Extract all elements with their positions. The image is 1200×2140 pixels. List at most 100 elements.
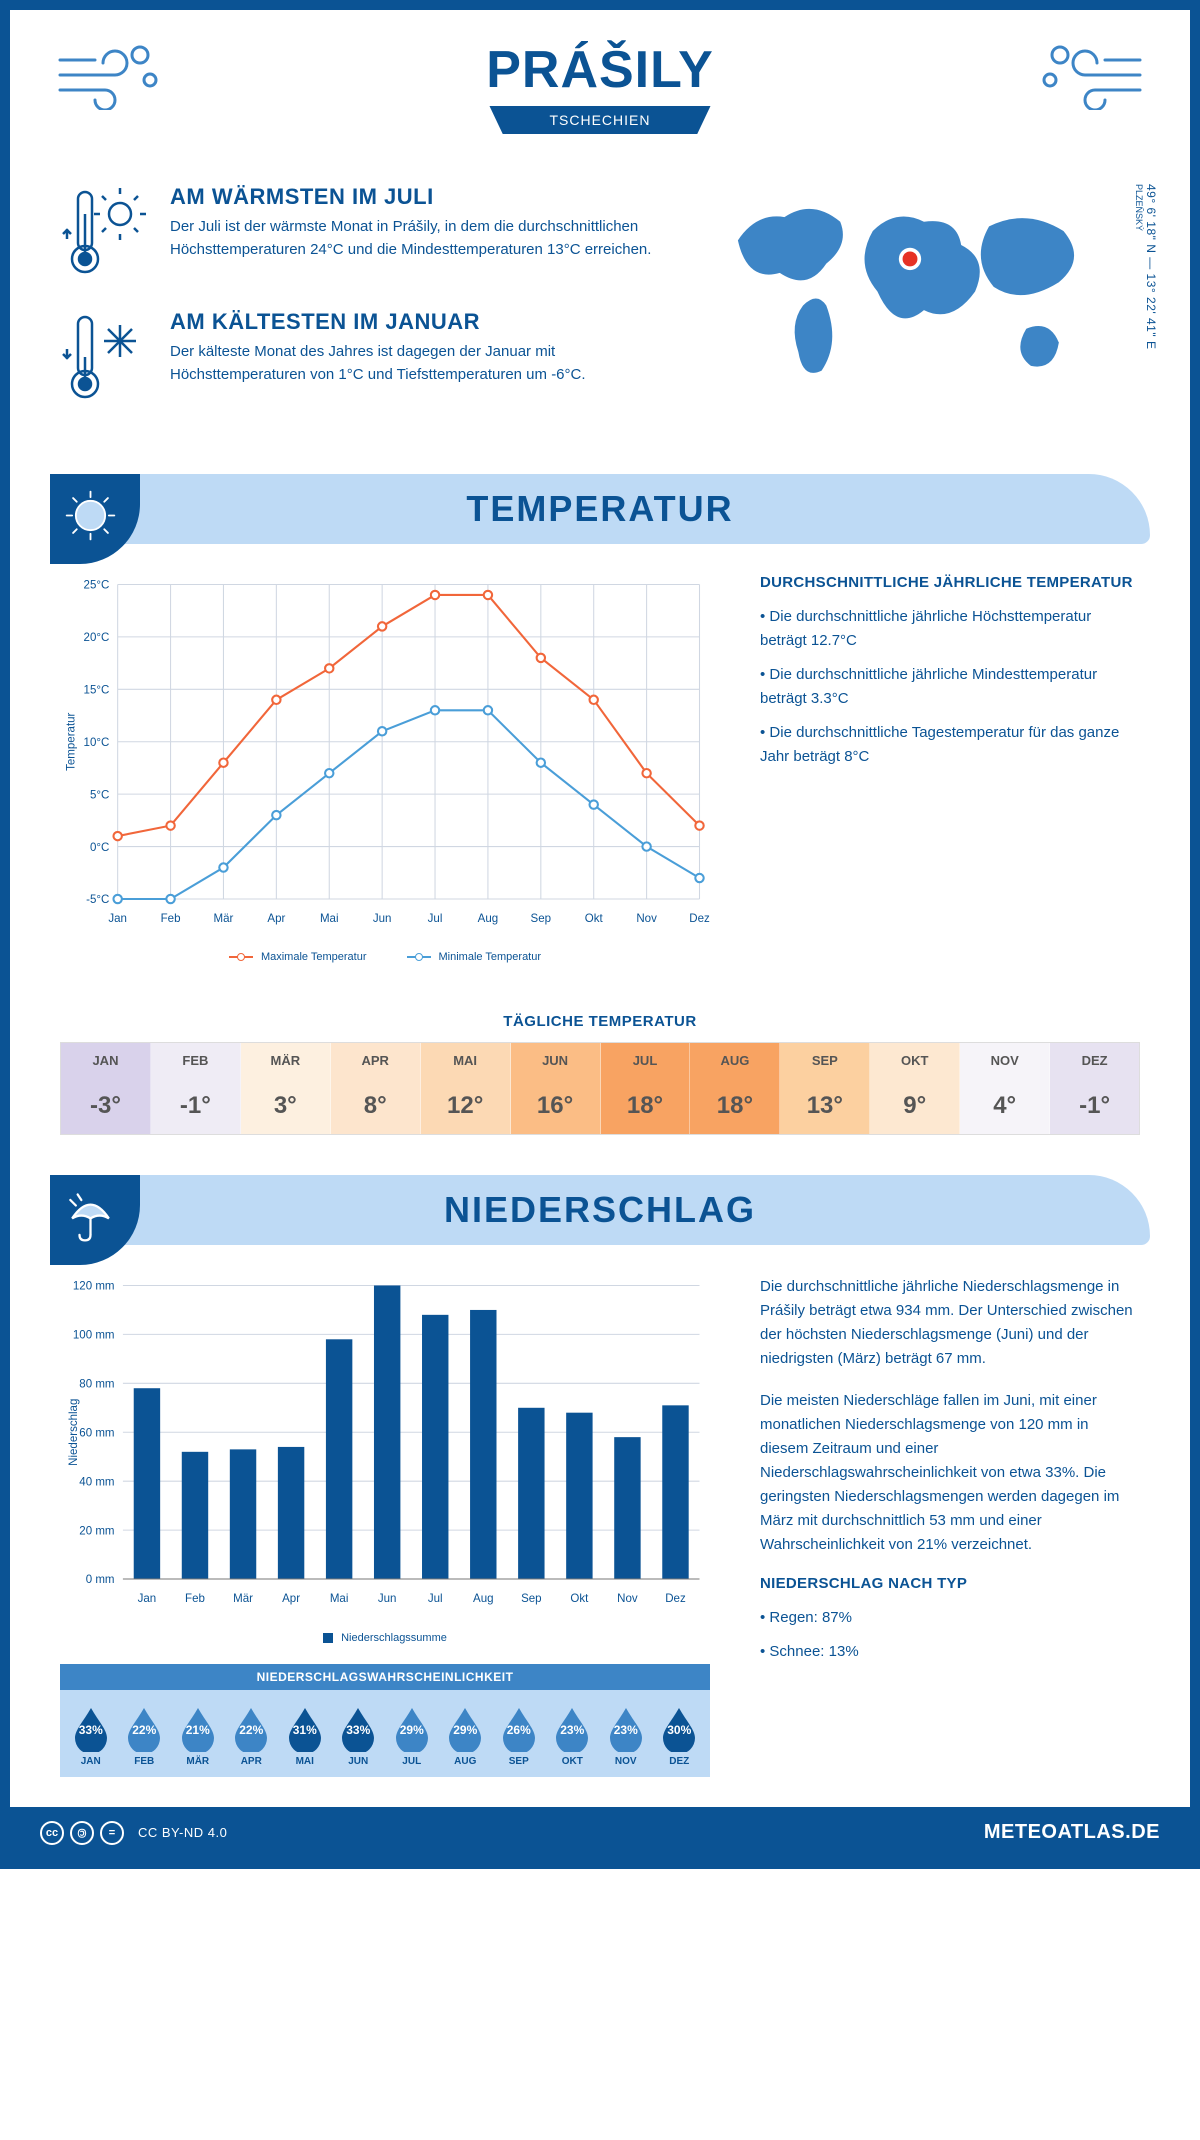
rain-prob-item: 30%DEZ xyxy=(653,1704,707,1767)
rain-legend: Niederschlagssumme xyxy=(60,1632,710,1644)
precipitation-bar-chart: 0 mm20 mm40 mm60 mm80 mm100 mm120 mmJanF… xyxy=(60,1275,710,1610)
overview-row: AM WÄRMSTEN IM JULI Der Juli ist der wär… xyxy=(10,154,1190,454)
svg-text:Mär: Mär xyxy=(233,1594,253,1606)
thermometer-sun-icon xyxy=(60,184,150,279)
table-header: AUG xyxy=(690,1043,780,1078)
summary-text: Der Juli ist der wärmste Monat in Prášil… xyxy=(170,216,680,261)
rain-type: Regen: 87% xyxy=(760,1606,1140,1630)
table-cell: 13° xyxy=(780,1078,870,1134)
svg-text:Nov: Nov xyxy=(617,1594,638,1606)
rp-title: NIEDERSCHLAGSWAHRSCHEINLICHKEIT xyxy=(60,1664,710,1690)
svg-text:Mai: Mai xyxy=(330,1594,349,1606)
rain-prob-item: 23%OKT xyxy=(546,1704,600,1767)
svg-text:100 mm: 100 mm xyxy=(73,1330,115,1342)
bullet: Die durchschnittliche jährliche Mindestt… xyxy=(760,663,1140,711)
svg-text:Aug: Aug xyxy=(478,913,499,925)
svg-text:Feb: Feb xyxy=(185,1594,205,1606)
rain-p1: Die durchschnittliche jährliche Niedersc… xyxy=(760,1275,1140,1371)
summary-coldest: AM KÄLTESTEN IM JANUAR Der kälteste Mona… xyxy=(60,309,680,404)
svg-text:80 mm: 80 mm xyxy=(79,1379,114,1391)
umbrella-icon xyxy=(63,1189,118,1244)
rain-type: Schnee: 13% xyxy=(760,1640,1140,1664)
rain-prob-item: 31%MAI xyxy=(278,1704,332,1767)
table-cell: 8° xyxy=(331,1078,421,1134)
side-title: DURCHSCHNITTLICHE JÄHRLICHE TEMPERATUR xyxy=(760,574,1140,591)
svg-text:Jul: Jul xyxy=(428,1594,443,1606)
svg-text:25°C: 25°C xyxy=(84,580,110,592)
table-cell: 16° xyxy=(511,1078,601,1134)
infographic: PRÁŠILY TSCHECHIEN AM WÄRMSTEN xyxy=(0,0,1200,1869)
legend-label: Niederschlagssumme xyxy=(341,1632,447,1644)
summary-title: AM KÄLTESTEN IM JANUAR xyxy=(170,309,680,335)
section-banner-temp: TEMPERATUR xyxy=(50,474,1150,544)
legend-label: Minimale Temperatur xyxy=(439,951,542,963)
summary-text: Der kälteste Monat des Jahres ist dagege… xyxy=(170,341,680,386)
header: PRÁŠILY TSCHECHIEN xyxy=(10,10,1190,154)
coordinates: 49° 6' 18" N — 13° 22' 41" E xyxy=(1144,184,1158,349)
svg-text:Feb: Feb xyxy=(161,913,181,925)
footer: cc🄯= CC BY-ND 4.0 METEOATLAS.DE xyxy=(10,1807,1190,1859)
sun-icon xyxy=(63,488,118,543)
svg-text:15°C: 15°C xyxy=(84,685,110,697)
svg-text:Okt: Okt xyxy=(585,913,604,925)
rain-content: 0 mm20 mm40 mm60 mm80 mm100 mm120 mmJanF… xyxy=(10,1275,1190,1806)
table-cell: 9° xyxy=(870,1078,960,1134)
table-cell: -1° xyxy=(151,1078,241,1134)
svg-text:0 mm: 0 mm xyxy=(86,1575,115,1587)
temp-legend: Maximale Temperatur Minimale Temperatur xyxy=(60,951,710,963)
section-banner-rain: NIEDERSCHLAG xyxy=(50,1175,1150,1245)
bullet: Die durchschnittliche jährliche Höchstte… xyxy=(760,605,1140,653)
legend-label: Maximale Temperatur xyxy=(261,951,367,963)
cc-icons: cc🄯= xyxy=(40,1821,124,1845)
svg-text:Apr: Apr xyxy=(282,1594,300,1606)
table-header: FEB xyxy=(151,1043,241,1078)
table-cell: 4° xyxy=(960,1078,1050,1134)
svg-text:Sep: Sep xyxy=(521,1594,541,1606)
table-cell: 3° xyxy=(241,1078,331,1134)
svg-text:120 mm: 120 mm xyxy=(73,1281,115,1293)
license-label: CC BY-ND 4.0 xyxy=(138,1825,227,1840)
table-header: NOV xyxy=(960,1043,1050,1078)
rain-prob-item: 23%NOV xyxy=(599,1704,653,1767)
svg-text:Temperatur: Temperatur xyxy=(66,712,78,770)
svg-text:Jun: Jun xyxy=(373,913,392,925)
svg-text:Apr: Apr xyxy=(267,913,285,925)
table-cell: 12° xyxy=(421,1078,511,1134)
rain-prob-item: 21%MÄR xyxy=(171,1704,225,1767)
svg-text:10°C: 10°C xyxy=(84,737,110,749)
svg-text:20 mm: 20 mm xyxy=(79,1526,114,1538)
section-title: TEMPERATUR xyxy=(50,488,1150,530)
rain-prob-item: 33%JAN xyxy=(64,1704,118,1767)
wind-icon xyxy=(1030,40,1150,110)
svg-text:Jun: Jun xyxy=(378,1594,397,1606)
svg-text:5°C: 5°C xyxy=(90,789,109,801)
table-cell: -3° xyxy=(61,1078,151,1134)
svg-text:Okt: Okt xyxy=(570,1594,589,1606)
svg-text:20°C: 20°C xyxy=(84,632,110,644)
svg-text:Jan: Jan xyxy=(138,1594,157,1606)
svg-text:-5°C: -5°C xyxy=(86,894,109,906)
temp-content: -5°C0°C5°C10°C15°C20°C25°CJanFebMärAprMa… xyxy=(10,574,1190,993)
svg-text:Nov: Nov xyxy=(636,913,657,925)
rain-prob-item: 26%SEP xyxy=(492,1704,546,1767)
region-label: PLZEŇSKÝ xyxy=(1134,184,1144,231)
world-map: PLZEŇSKÝ 49° 6' 18" N — 13° 22' 41" E xyxy=(710,184,1140,434)
rain-types: Regen: 87% Schnee: 13% xyxy=(760,1606,1140,1664)
bullet: Die durchschnittliche Tagestemperatur fü… xyxy=(760,721,1140,769)
svg-text:Dez: Dez xyxy=(665,1594,686,1606)
svg-text:Aug: Aug xyxy=(473,1594,493,1606)
rain-type-title: NIEDERSCHLAG NACH TYP xyxy=(760,1575,1140,1592)
table-header: MAI xyxy=(421,1043,511,1078)
rain-prob-item: 29%JUL xyxy=(385,1704,439,1767)
brand-label: METEOATLAS.DE xyxy=(984,1821,1160,1844)
daily-temp-title: TÄGLICHE TEMPERATUR xyxy=(10,1013,1190,1030)
rain-prob-item: 33%JUN xyxy=(332,1704,386,1767)
rain-prob-item: 29%AUG xyxy=(439,1704,493,1767)
section-title: NIEDERSCHLAG xyxy=(50,1189,1150,1231)
svg-text:40 mm: 40 mm xyxy=(79,1477,114,1489)
table-header: JUN xyxy=(511,1043,601,1078)
table-header: JUL xyxy=(601,1043,691,1078)
table-cell: 18° xyxy=(690,1078,780,1134)
country-label: TSCHECHIEN xyxy=(489,106,710,134)
table-header: OKT xyxy=(870,1043,960,1078)
